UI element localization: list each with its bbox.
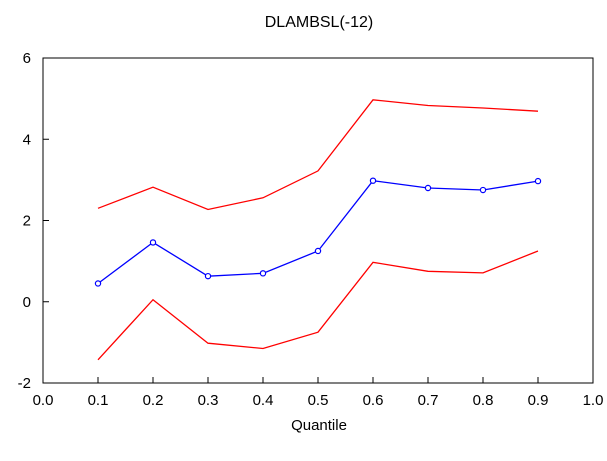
data-point xyxy=(479,186,487,194)
y-tick-label: 6 xyxy=(23,50,31,67)
y-tick-label: 2 xyxy=(23,213,31,230)
x-tick-label: 0.6 xyxy=(363,392,384,409)
x-tick-label: 0.2 xyxy=(143,392,164,409)
y-tick-label: -2 xyxy=(18,375,31,392)
data-point xyxy=(259,270,267,277)
series-line-estimate xyxy=(97,180,539,285)
x-axis: 0.0 0.1 0.2 0.3 0.4 0.5 0.6 0.7 0.8 0.9 1.0 xyxy=(33,377,604,409)
plot-area xyxy=(42,57,594,384)
y-axis: -2 0 2 4 6 xyxy=(18,50,49,392)
x-tick-label: 0.4 xyxy=(253,392,274,409)
series-layer xyxy=(94,99,542,361)
series-line-lower-band xyxy=(97,250,539,361)
data-point xyxy=(314,247,322,255)
series-line-upper-band xyxy=(97,99,539,211)
x-tick-label: 0.5 xyxy=(308,392,329,409)
data-point xyxy=(369,177,377,184)
x-tick-label: 0.1 xyxy=(88,392,109,409)
data-point xyxy=(534,177,542,185)
x-tick-label: 0.8 xyxy=(473,392,494,409)
x-tick-label: 0.9 xyxy=(528,392,549,409)
data-point xyxy=(149,239,157,246)
x-tick-label: 0.7 xyxy=(418,392,439,409)
chart-title: DLAMBSL(-12) xyxy=(265,14,373,31)
x-tick-label: 1.0 xyxy=(583,392,604,409)
data-point xyxy=(204,272,212,280)
data-point xyxy=(94,280,102,287)
x-axis-label: Quantile xyxy=(291,417,347,434)
x-tick-label: 0.3 xyxy=(198,392,219,409)
y-tick-label: 4 xyxy=(23,131,31,148)
x-tick-label: 0.0 xyxy=(33,392,54,409)
data-point xyxy=(424,184,432,192)
y-tick-label: 0 xyxy=(23,294,31,311)
